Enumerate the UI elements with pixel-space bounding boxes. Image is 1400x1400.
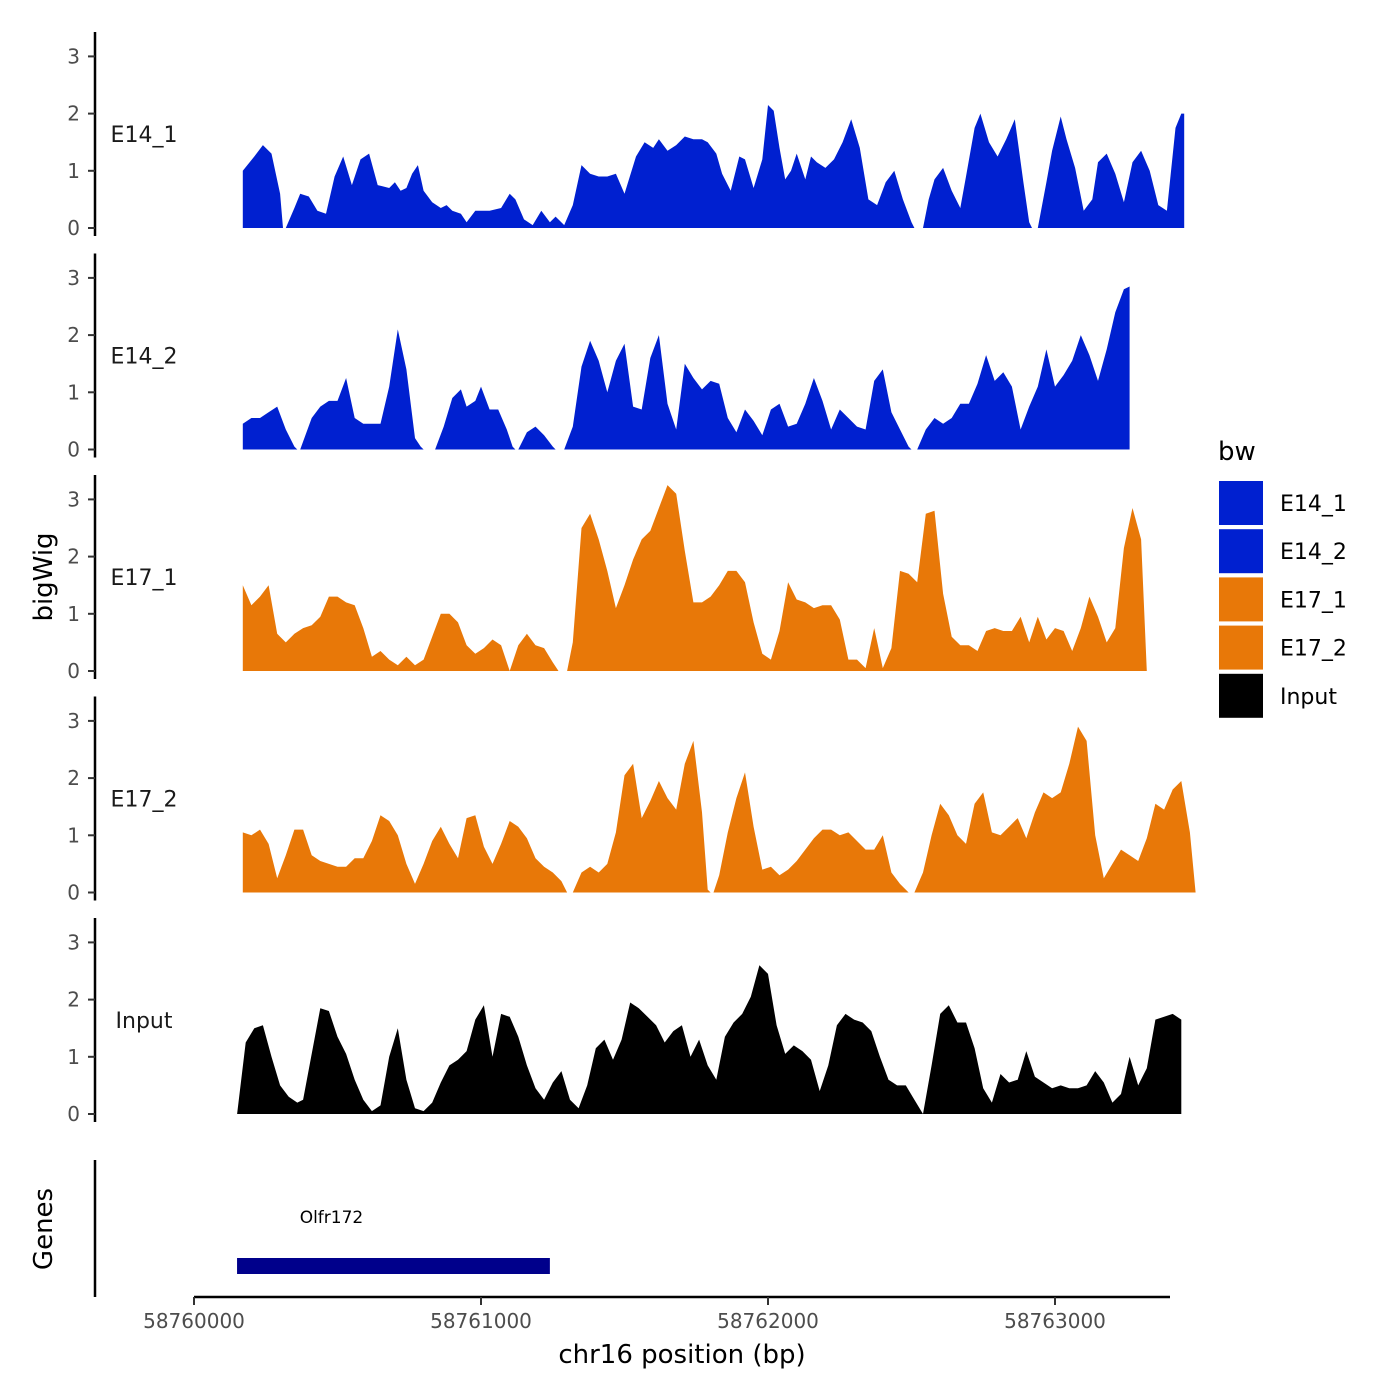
legend-label-e17-2: E17_2 <box>1280 637 1347 662</box>
y-tick-label: 1 <box>67 380 80 404</box>
gene-bar-olfr172 <box>237 1258 550 1274</box>
area-series-e17-2 <box>242 726 1196 893</box>
y-tick-label: 2 <box>67 102 80 126</box>
y-tick-label: 0 <box>67 216 80 240</box>
x-tick-label: 58760000 <box>143 1309 245 1333</box>
y-tick-label: 0 <box>67 1102 80 1126</box>
track-e14-2: 0 1 2 3 E14_2 <box>67 253 1130 462</box>
legend: bw E14_1 E14_2 E17_1 E17_2 Input <box>1217 437 1347 720</box>
gene-track-title: Genes <box>29 1188 59 1270</box>
x-tick-label: 58763000 <box>1004 1309 1106 1333</box>
track-label-input: Input <box>116 1009 173 1034</box>
y-tick-label: 3 <box>67 930 80 954</box>
area-series-e14-2 <box>242 286 1130 450</box>
legend-swatch-e17-2 <box>1217 623 1265 672</box>
bigwig-tracks: 0 1 2 3 E14_1 0 1 2 3 E14_2 0 1 2 3 E17_1 0 1 2 3 E17_2 0 1 2 3… <box>67 32 1196 1126</box>
x-tick-label: 58761000 <box>430 1309 532 1333</box>
y-tick-label: 1 <box>67 823 80 847</box>
track-label-e17-2: E17_2 <box>111 788 178 813</box>
track-label-e17-1: E17_1 <box>111 566 178 591</box>
legend-label-e14-1: E14_1 <box>1280 492 1347 517</box>
track-e17-2: 0 1 2 3 E17_2 <box>67 696 1196 905</box>
area-series-e17-1 <box>242 485 1147 671</box>
gene-label-olfr172: Olfr172 <box>300 1208 364 1228</box>
x-axis-title: chr16 position (bp) <box>558 1340 805 1370</box>
legend-swatch-input <box>1217 671 1265 720</box>
y-tick-label: 1 <box>67 1045 80 1069</box>
area-series-input <box>237 965 1182 1114</box>
legend-label-input: Input <box>1280 685 1337 710</box>
y-tick-label: 1 <box>67 159 80 183</box>
legend-swatch-e14-1 <box>1217 479 1265 527</box>
track-label-e14-1: E14_1 <box>111 123 178 148</box>
track-input: 0 1 2 3 Input <box>67 918 1182 1126</box>
x-axis: 58760000 58761000 58762000 58763000 <box>143 1295 1170 1333</box>
y-tick-label: 2 <box>67 323 80 347</box>
x-tick-label: 58762000 <box>717 1309 819 1333</box>
y-tick-label: 2 <box>67 545 80 569</box>
legend-label-e17-1: E17_1 <box>1280 588 1347 613</box>
y-tick-label: 3 <box>67 487 80 511</box>
y-tick-label: 0 <box>67 438 80 462</box>
track-label-e14-2: E14_2 <box>111 345 178 370</box>
y-tick-label: 2 <box>67 988 80 1012</box>
track-e14-1: 0 1 2 3 E14_1 <box>67 32 1185 240</box>
legend-label-e14-2: E14_2 <box>1280 540 1347 565</box>
y-tick-label: 3 <box>67 266 80 290</box>
legend-title: bw <box>1218 437 1256 467</box>
y-tick-label: 3 <box>67 709 80 733</box>
y-tick-label: 2 <box>67 766 80 790</box>
legend-swatch-e17-1 <box>1217 575 1265 624</box>
y-tick-label: 1 <box>67 602 80 626</box>
y-tick-label: 3 <box>67 44 80 68</box>
y-tick-label: 0 <box>67 881 80 905</box>
legend-swatch-e14-2 <box>1217 527 1265 576</box>
y-axis-title: bigWig <box>29 532 59 621</box>
track-e17-1: 0 1 2 3 E17_1 <box>67 475 1147 683</box>
y-tick-label: 0 <box>67 659 80 683</box>
area-series-e14-1 <box>242 105 1185 228</box>
gene-track: Genes Olfr172 <box>29 1160 550 1297</box>
